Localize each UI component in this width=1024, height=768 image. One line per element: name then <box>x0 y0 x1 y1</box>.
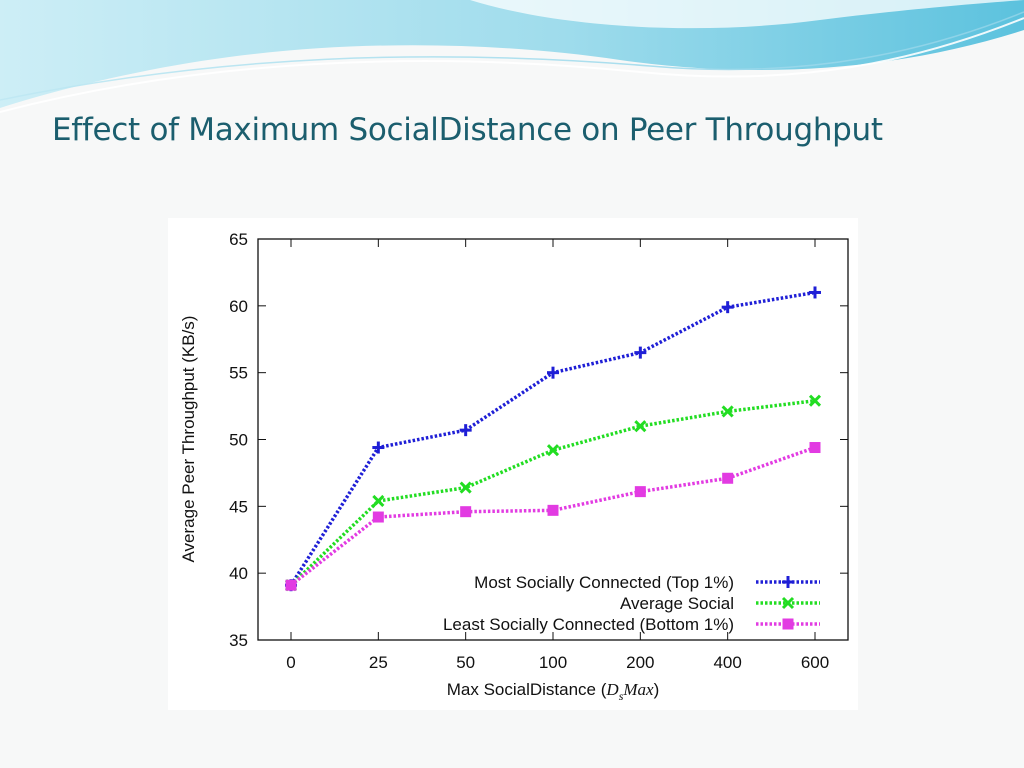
series-3-point <box>372 511 384 523</box>
header-wave-line <box>0 17 1024 113</box>
legend-marker-2 <box>781 596 795 610</box>
y-tick-label: 60 <box>229 297 248 316</box>
x-axis-title-math-sub: s <box>619 689 624 703</box>
series-3-point <box>547 504 559 516</box>
x-tick-label: 600 <box>801 653 829 672</box>
series-3-point <box>809 442 821 454</box>
x-axis-title-text: Max SocialDistance ( <box>447 680 607 699</box>
series-1-point <box>372 441 385 454</box>
x-tick-label: 25 <box>369 653 388 672</box>
x-axis-title-math: D <box>605 680 619 699</box>
y-tick-label: 65 <box>229 230 248 249</box>
legend-label-3: Least Socially Connected (Bottom 1%) <box>443 615 734 634</box>
y-tick-label: 55 <box>229 364 248 383</box>
legend-marker-3 <box>782 618 794 630</box>
series-2-point <box>634 420 647 433</box>
series-1-point <box>634 346 647 359</box>
header-wave-highlight <box>470 0 1024 29</box>
x-axis-title-close: ) <box>654 680 660 699</box>
series-1-point <box>547 366 559 379</box>
series-2-point <box>372 494 385 508</box>
y-axis-title: Average Peer Throughput (KB/s) <box>179 316 198 563</box>
x-axis-title-math-rest: Max <box>622 680 654 699</box>
slide-title: Effect of Maximum SocialDistance on Peer… <box>52 112 883 148</box>
x-tick-label: 100 <box>539 653 567 672</box>
legend-label-2: Average Social <box>620 594 734 613</box>
series-3-point <box>722 472 734 484</box>
chart-background <box>168 218 858 710</box>
y-tick-label: 50 <box>229 431 248 450</box>
series-1-point <box>721 301 734 314</box>
series-3-point <box>285 579 297 591</box>
x-tick-label: 50 <box>456 653 475 672</box>
line-chart: 35 40 45 50 55 60 65 0 25 50 100 200 400 600 Most So… <box>168 218 858 710</box>
header-wave-line-2 <box>0 11 1024 101</box>
series-2-point <box>721 405 734 418</box>
series-2-point <box>459 481 472 494</box>
y-tick-label: 40 <box>229 564 248 583</box>
x-tick-label: 200 <box>626 653 654 672</box>
header-wave <box>0 0 1024 108</box>
x-axis-title: Max SocialDistance (DsMax) <box>447 680 660 703</box>
series-2-point <box>546 444 560 457</box>
series-2-point <box>808 394 822 407</box>
series-3-point <box>460 506 472 518</box>
x-tick-label: 400 <box>713 653 741 672</box>
legend-marker-1 <box>782 576 794 588</box>
series-1-point <box>809 286 821 299</box>
series-1-point <box>459 424 472 437</box>
legend-label-1: Most Socially Connected (Top 1%) <box>474 573 734 592</box>
x-tick-label: 0 <box>286 653 295 672</box>
series-3-point <box>634 486 646 498</box>
y-tick-label: 35 <box>229 631 248 650</box>
y-tick-label: 45 <box>229 497 248 516</box>
